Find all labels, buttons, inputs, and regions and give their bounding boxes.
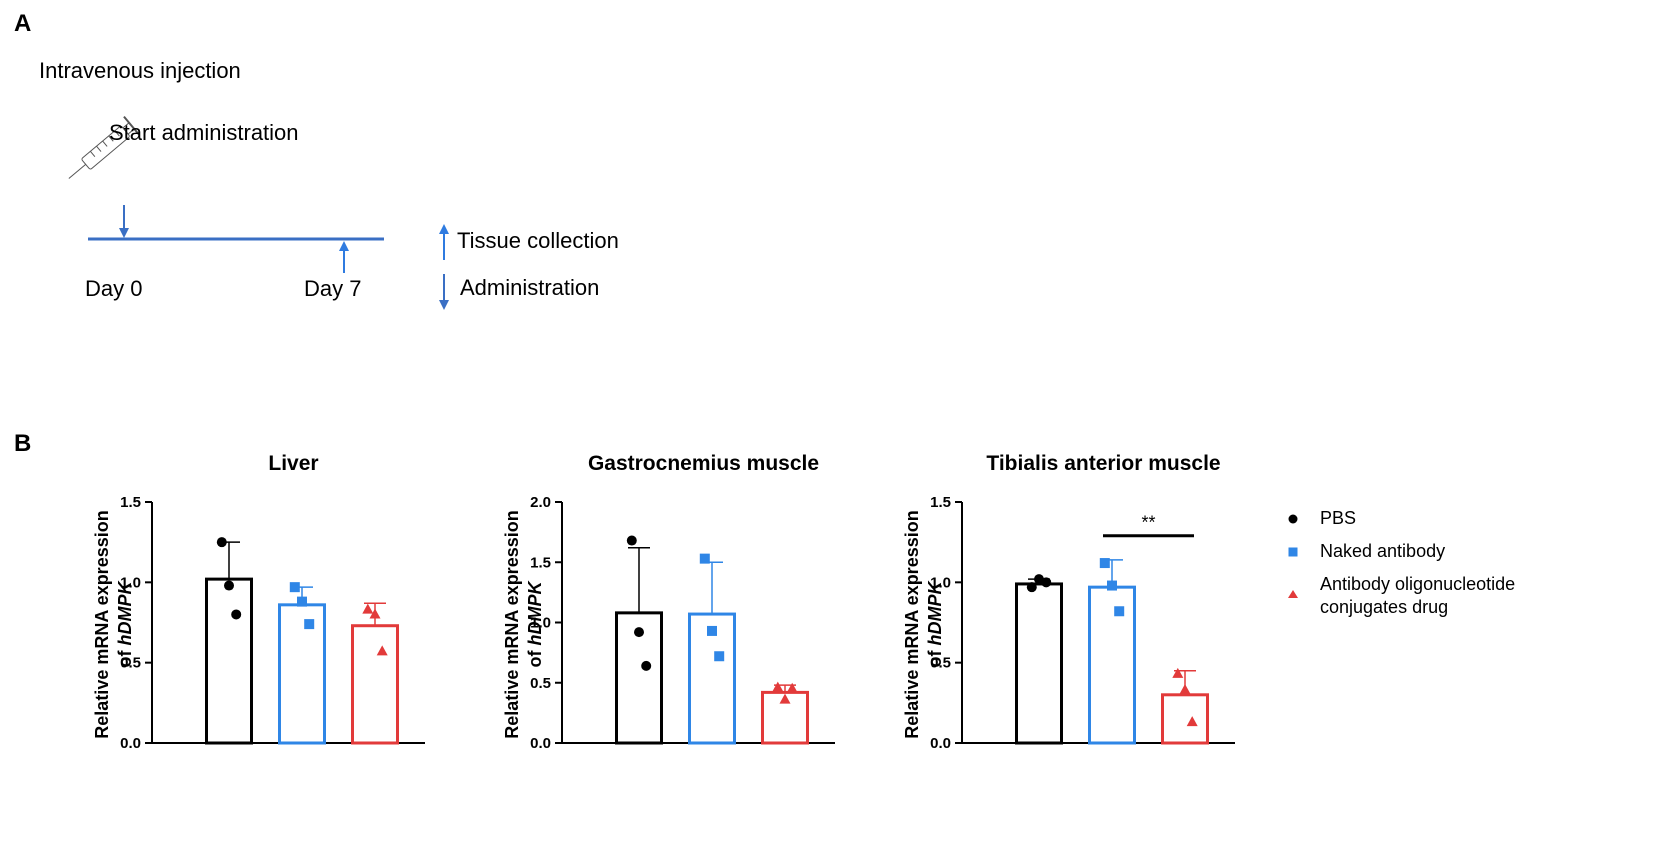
start-administration-label: Start administration — [109, 120, 299, 145]
day7-label: Day 7 — [304, 276, 362, 301]
bar — [278, 603, 326, 745]
bar — [1015, 582, 1063, 745]
y-tick-label: 2.0 — [530, 494, 551, 511]
y-axis-label-line1: Relative mRNA expression — [902, 510, 922, 738]
y-tick-label: 0.0 — [930, 735, 951, 752]
chart-title: Gastrocnemius muscle — [588, 452, 819, 475]
bar — [1161, 693, 1209, 745]
chart-title: Liver — [268, 452, 318, 475]
tissue-collection-arrow-icon — [439, 224, 449, 260]
timeline — [88, 205, 384, 273]
significance-label: ** — [1141, 513, 1155, 533]
arrow-key — [439, 224, 449, 310]
chart-liver: Liver Relative mRNA expression of hDMPK 0.0… — [92, 452, 425, 752]
bar — [205, 577, 253, 745]
panel-b-letter: B — [14, 430, 32, 457]
y-tick-label: 0.0 — [530, 735, 551, 752]
collection-arrow-day7 — [339, 241, 349, 273]
legend: PBS Naked antibody Antibody oligonucleot… — [1283, 506, 1583, 626]
y-axis-label-gene: hDMPK — [925, 580, 945, 646]
data-point — [714, 651, 725, 662]
administration-arrow-day0 — [119, 205, 129, 238]
bar — [1088, 585, 1136, 745]
day0-label: Day 0 — [85, 276, 143, 301]
y-axis-label-line1: Relative mRNA expression — [502, 510, 522, 738]
data-point — [297, 596, 307, 607]
data-point — [369, 608, 381, 619]
syringe-icon — [68, 115, 140, 179]
panel-a-letter: A — [14, 10, 32, 37]
data-point — [376, 645, 388, 656]
y-tick-label: 0.5 — [530, 675, 551, 692]
y-axis-label-prefix: of — [925, 646, 945, 668]
y-tick-label: 1.0 — [530, 615, 551, 632]
data-point — [1186, 716, 1198, 727]
y-tick-label: 1.0 — [120, 574, 141, 591]
data-point — [707, 625, 717, 636]
y-tick-label: 1.5 — [530, 554, 551, 571]
data-point — [1041, 577, 1052, 588]
y-tick-label: 0.5 — [120, 655, 141, 672]
data-point — [641, 660, 652, 671]
data-point — [779, 693, 791, 704]
legend-label-aoc-line1: Antibody oligonucleotide — [1320, 574, 1516, 594]
y-axis-label-line1: Relative mRNA expression — [92, 510, 112, 738]
data-point — [1172, 667, 1184, 678]
data-point — [362, 603, 374, 614]
y-axis-label-line2: of hDMPK — [115, 580, 135, 668]
data-point — [1179, 683, 1191, 694]
data-point — [626, 535, 637, 546]
y-axis-label-prefix: of — [525, 646, 545, 668]
tissue-collection-label: Tissue collection — [457, 228, 619, 253]
data-point — [1026, 582, 1037, 593]
y-tick-label: 0.0 — [120, 735, 141, 752]
legend-marker-naked — [1288, 547, 1298, 557]
data-point — [289, 582, 300, 593]
y-axis-label-gene: hDMPK — [115, 580, 135, 646]
data-point — [1099, 558, 1110, 569]
data-point — [1114, 606, 1125, 617]
administration-arrow-icon — [439, 274, 449, 310]
y-axis-label-prefix: of — [115, 646, 135, 668]
data-point — [699, 553, 710, 564]
legend-label-pbs: PBS — [1320, 508, 1357, 528]
data-point — [786, 682, 798, 693]
administration-label: Administration — [460, 275, 600, 300]
legend-markers — [1288, 514, 1298, 598]
y-axis-label-gene: hDMPK — [525, 580, 545, 646]
y-tick-label: 1.5 — [930, 494, 951, 511]
legend-marker-pbs — [1288, 514, 1298, 524]
y-tick-label: 1.0 — [930, 574, 951, 591]
chart-tibialis: Tibialis anterior muscle Relative mRNA ex… — [902, 452, 1235, 752]
y-axis-label-line2: of hDMPK — [925, 580, 945, 668]
data-point — [1107, 580, 1117, 591]
route-label: Intravenous injection — [39, 58, 241, 83]
bar — [351, 624, 399, 745]
y-tick-label: 0.5 — [930, 655, 951, 672]
y-tick-label: 1.5 — [120, 494, 141, 511]
data-point — [224, 580, 234, 591]
data-point — [231, 609, 242, 620]
chart-title: Tibialis anterior muscle — [986, 452, 1220, 475]
legend-label-aoc-line2: conjugates drug — [1320, 597, 1449, 617]
chart-gastrocnemius: Gastrocnemius muscle Relative mRNA expres… — [502, 452, 835, 752]
legend-marker-aoc — [1288, 590, 1298, 598]
y-axis-label-line2: of hDMPK — [525, 580, 545, 668]
data-point — [634, 627, 644, 638]
data-point — [304, 619, 315, 630]
data-point — [772, 681, 784, 692]
legend-label-naked: Naked antibody — [1320, 541, 1446, 561]
data-point — [216, 537, 227, 548]
